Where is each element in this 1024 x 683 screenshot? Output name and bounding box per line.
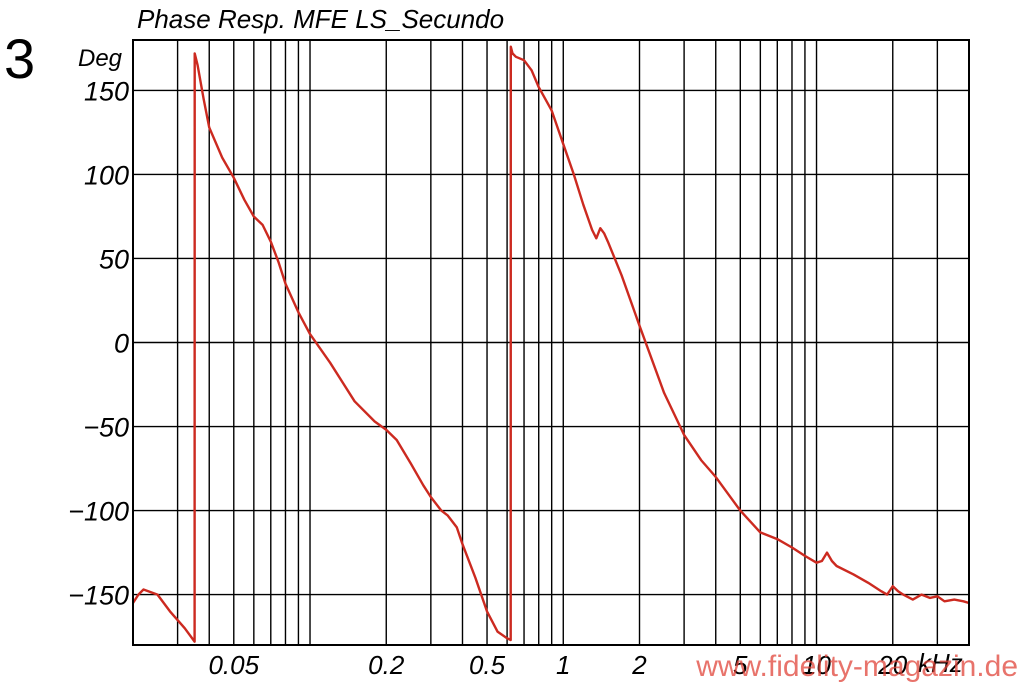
y-tick-label: 0 [114,329,129,359]
phase-series-line [131,45,970,643]
y-tick-label: −50 [83,413,129,443]
x-tick-label: 0.5 [469,650,506,680]
x-tick-label: 5 [733,650,748,680]
x-tick-label: 0.2 [368,650,405,680]
y-tick-label: 150 [84,76,129,106]
chart-series [131,45,970,643]
y-tick-label: 50 [99,244,129,274]
chart-title: Phase Resp. MFE LS_Secundo [137,4,504,34]
watermark: www.fidelity-magazin.de [695,650,1018,683]
x-tick-label: 10 [802,650,831,680]
plot-frame [132,39,970,646]
figure-number: 3 [4,27,35,90]
y-axis-label: Deg [78,45,123,72]
y-tick-label: −100 [68,497,129,527]
x-tick-label: 1 [556,650,570,680]
x-tick-labels: 0.05 0.2 0.5 1 2 5 10 20 [208,650,907,680]
x-tick-label: 2 [631,650,647,680]
y-tick-labels: 150 100 50 0 −50 −100 −150 [68,76,129,610]
x-tick-label: 0.05 [208,650,259,680]
y-tick-label: 100 [84,160,129,190]
chart-grid [133,40,969,645]
x-tick-label: 20 [877,650,907,680]
x-unit-label: kHz [918,648,963,678]
y-tick-label: −150 [68,581,129,611]
